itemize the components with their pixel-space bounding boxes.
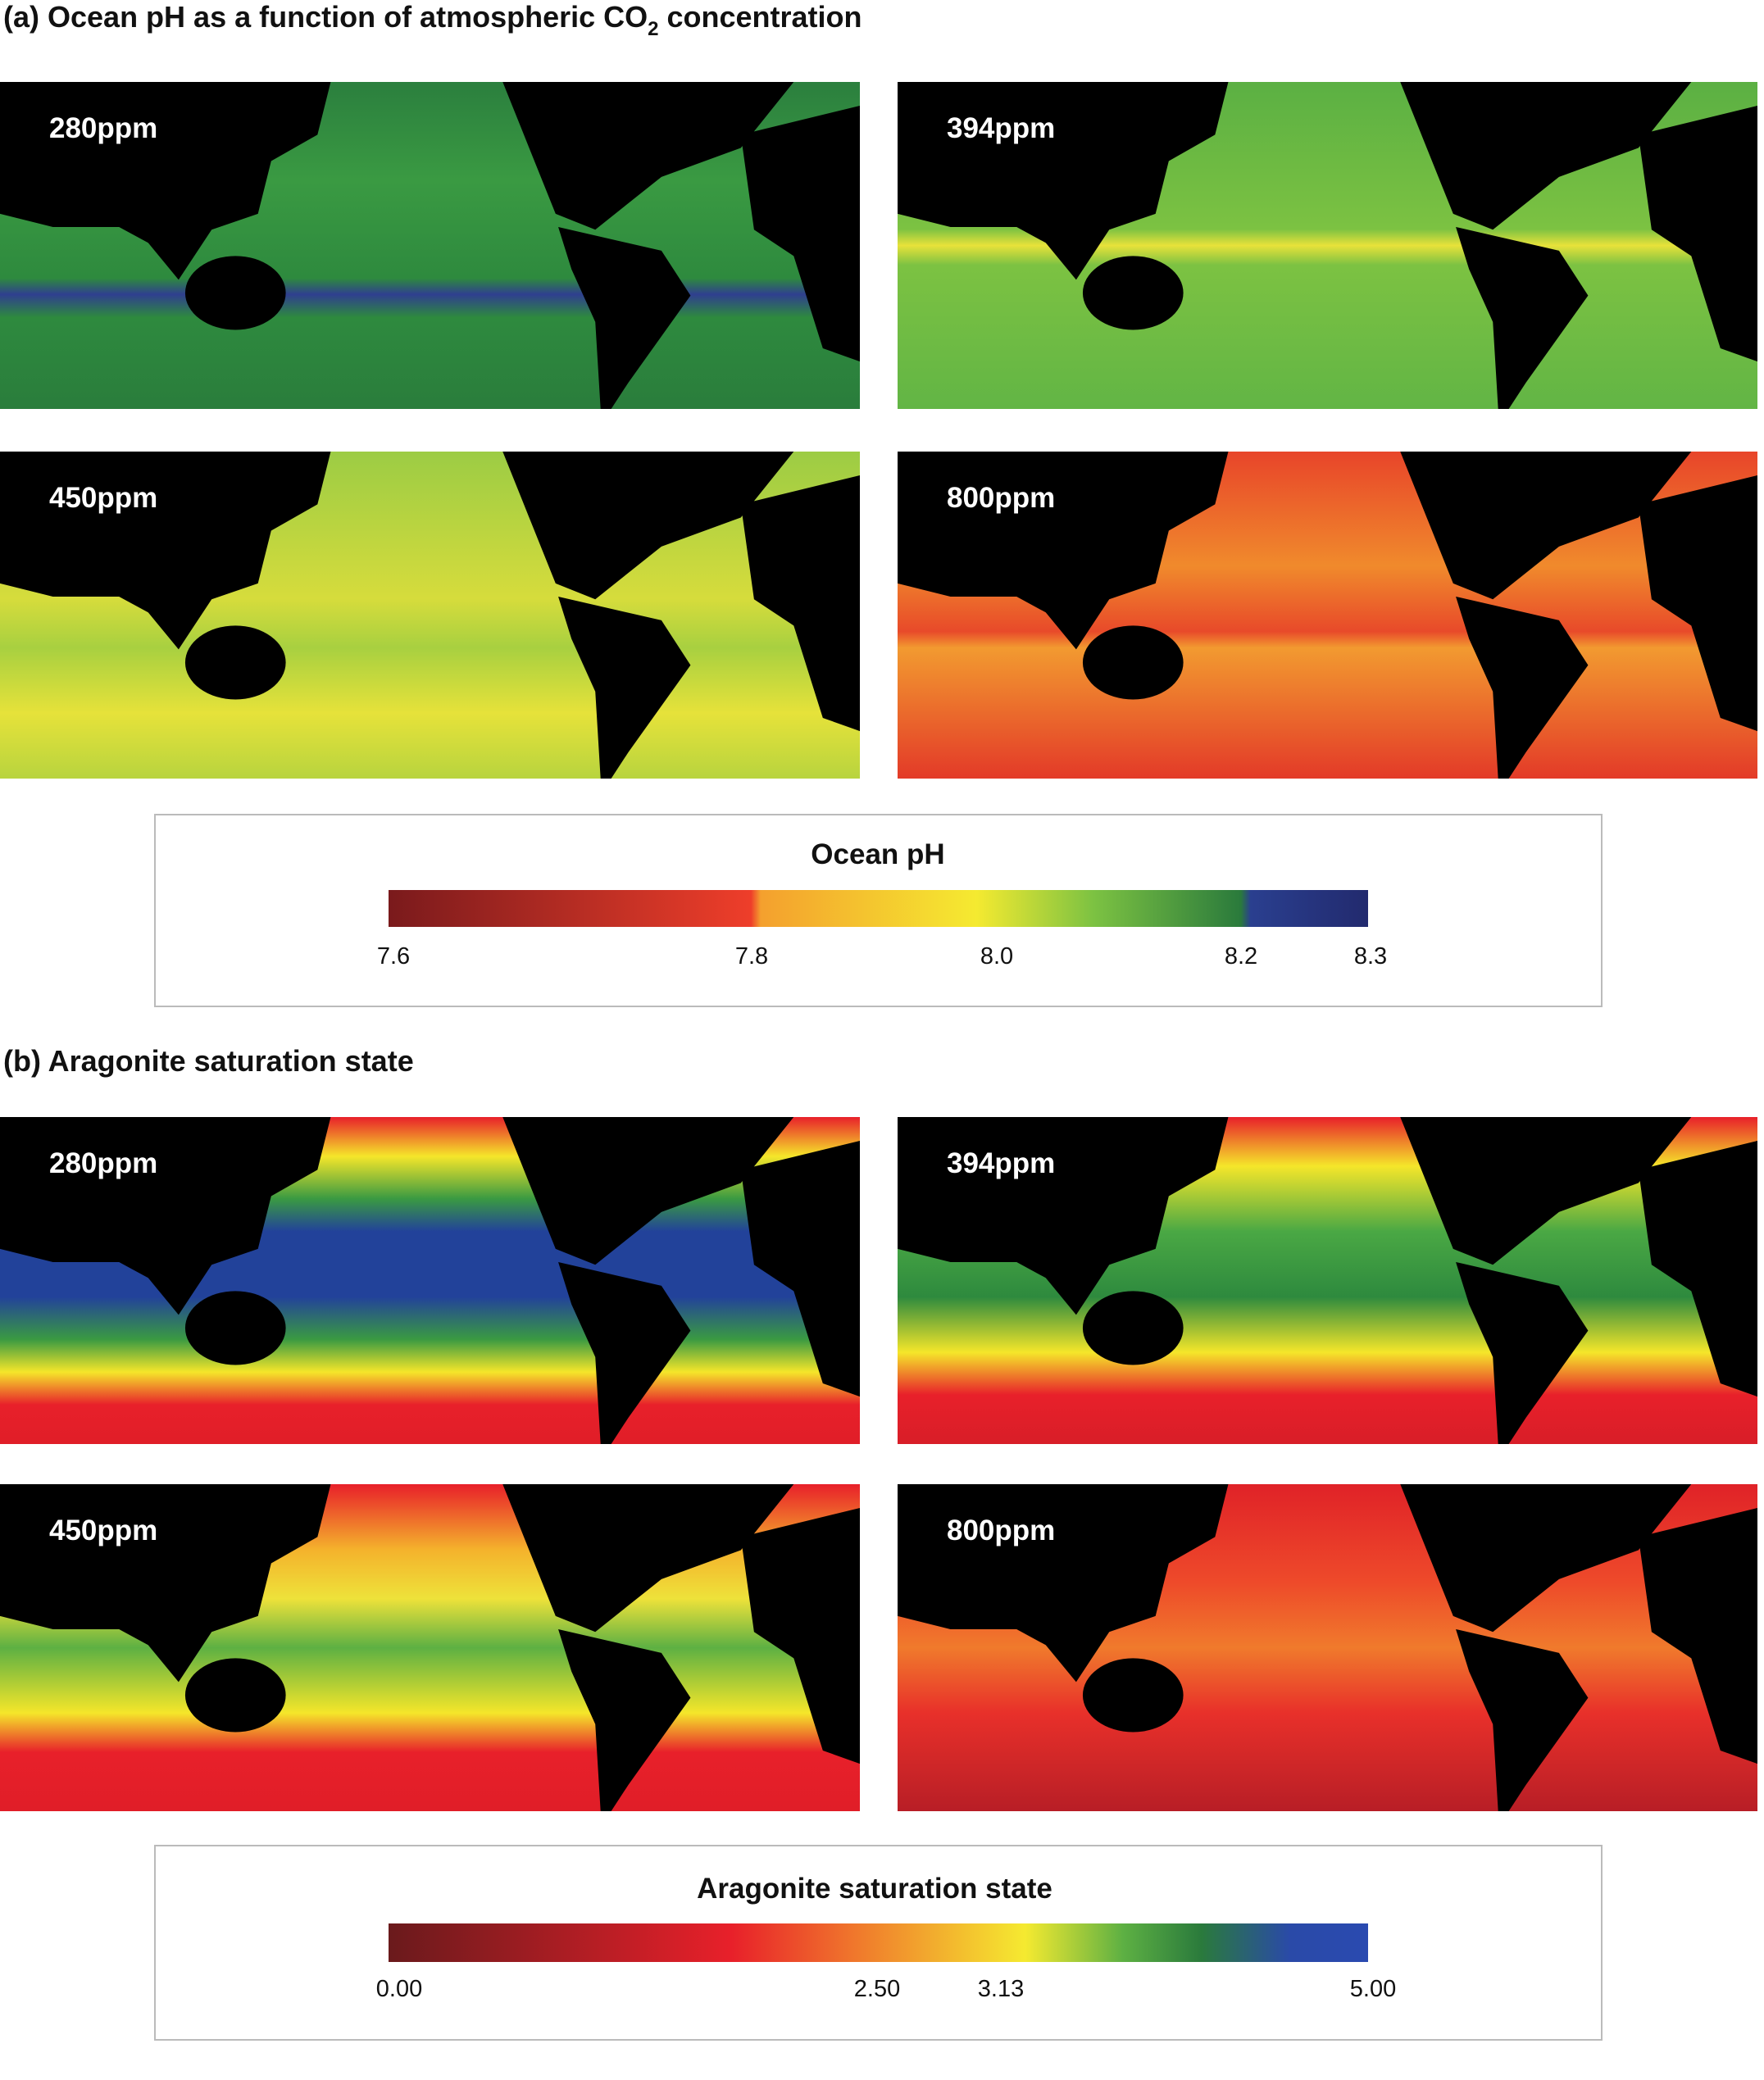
colorbar-tick-label: 7.6: [377, 943, 410, 970]
colorbar-tick-label: 0.00: [376, 1976, 422, 2002]
title-text: (a) Ocean pH as a function of atmospheri…: [3, 0, 648, 34]
map: [898, 1484, 1757, 1811]
map: [0, 1484, 860, 1811]
panel-title: (b) Aragonite saturation state: [3, 1044, 414, 1078]
title-text: concentration: [667, 0, 862, 34]
map-label: 394ppm: [947, 1147, 1055, 1179]
map-label: 280ppm: [49, 1147, 157, 1179]
maps: 280ppm 394ppm 450ppm 800ppm 280ppm 394ppm 450p…: [0, 82, 1757, 1811]
colorbar-tick-label: 8.0: [980, 943, 1013, 970]
colorbar: [389, 890, 1368, 927]
map-label: 394ppm: [947, 112, 1055, 144]
colorbar-tick-label: 7.8: [735, 943, 768, 970]
map: [898, 82, 1757, 409]
map-label: 800ppm: [947, 482, 1055, 514]
colorbar-tick-label: 8.2: [1225, 943, 1257, 970]
map: [898, 452, 1757, 779]
map-label: 280ppm: [49, 112, 157, 144]
colorbar-tick-label: 3.13: [978, 1976, 1024, 2002]
map: [0, 1117, 860, 1444]
title-subscript: 2: [648, 18, 658, 40]
panel-title: (a) Ocean pH as a function of atmospheri…: [3, 0, 862, 40]
map: [0, 452, 860, 779]
colorbar-tick-label: 2.50: [854, 1976, 900, 2002]
colorbar-tick-label: 5.00: [1350, 1976, 1396, 2002]
map-label: 450ppm: [49, 1515, 157, 1546]
map-label: 450ppm: [49, 482, 157, 514]
colorbar-tick-label: 8.3: [1354, 943, 1387, 970]
legend-title: Ocean pH: [811, 838, 944, 870]
colorbar: [389, 1923, 1368, 1962]
map: [898, 1117, 1757, 1444]
legend-title: Aragonite saturation state: [697, 1873, 1052, 1905]
map: [0, 82, 860, 409]
map-label: 800ppm: [947, 1515, 1055, 1546]
